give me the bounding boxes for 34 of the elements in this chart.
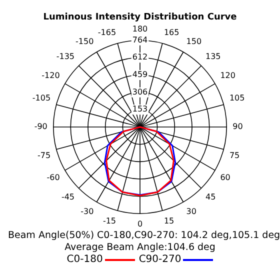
spoke-label: -150 [76, 37, 94, 46]
spoke-label: 90 [232, 122, 243, 132]
spoke-label: 105 [229, 93, 245, 102]
spoke-label: -135 [56, 52, 75, 61]
legend-label: C90-270 [138, 254, 182, 265]
spoke-label: -120 [42, 70, 60, 80]
spoke-label: 165 [164, 28, 180, 37]
text: Average Beam Angle:104.6 deg [64, 242, 216, 254]
spoke-label: 0 [137, 219, 143, 228]
text: Beam Angle(50%) C0-180,C90-270: 104.2 deg,105.1 deg [8, 230, 280, 242]
spoke-label: 150 [186, 37, 202, 46]
spoke-label: 135 [205, 52, 221, 61]
spoke-label: 45 [205, 192, 216, 202]
spoke-label: -90 [34, 122, 48, 132]
spoke-label: -15 [102, 216, 116, 226]
spoke-label: 15 [164, 216, 174, 226]
y-tick-label: 612 [132, 52, 148, 62]
legend-label: C0-180 [66, 254, 103, 265]
spoke-label: -30 [80, 207, 94, 216]
y-tick-label: 306 [132, 87, 148, 96]
spoke-label: 180 [132, 24, 148, 34]
spoke-label: 60 [220, 173, 230, 182]
spoke-label: -60 [46, 173, 60, 182]
spoke-label: -165 [98, 28, 116, 37]
spoke-label: 30 [186, 207, 196, 216]
y-tick-label: 764 [132, 35, 148, 44]
chart-title: Luminous Intensity Distribution Curve [43, 12, 237, 23]
spoke-label: 75 [229, 150, 240, 160]
spoke-label: 120 [220, 70, 236, 80]
spoke-label: -75 [37, 150, 51, 160]
y-tick-label: 459 [132, 70, 148, 80]
spoke-label: -105 [32, 93, 51, 102]
spoke-label: -45 [61, 192, 75, 202]
y-tick-label: 153 [132, 104, 148, 114]
